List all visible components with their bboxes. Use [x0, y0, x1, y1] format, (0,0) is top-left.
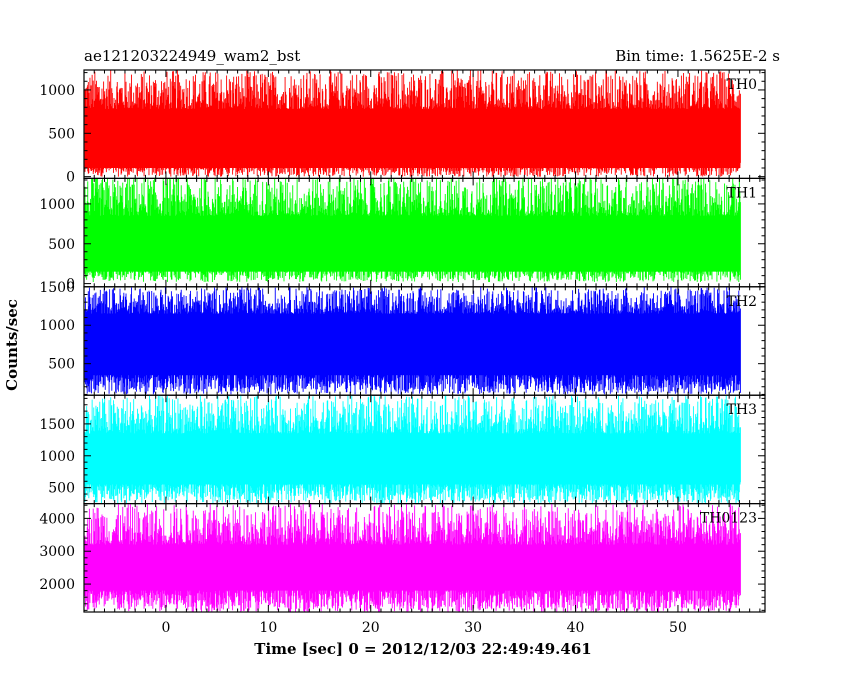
x-tick-label: 30: [464, 620, 482, 636]
y-tick-label: 0: [66, 170, 75, 186]
panel-th0: 0 500 1000 TH0: [39, 69, 766, 186]
x-tick-label: 50: [669, 620, 687, 636]
y-tick-label: 2000: [39, 577, 75, 593]
x-tick-label: 40: [567, 620, 585, 636]
panel-th3: 500 1000 1500 TH3: [39, 394, 766, 505]
y-tick-label: 1500: [39, 417, 75, 433]
panel-label-th0123: TH0123: [700, 511, 757, 527]
y-tick-label: 1000: [39, 197, 75, 213]
x-axis-label: Time [sec] 0 = 2012/12/03 22:49:49.461: [254, 640, 591, 658]
x-tick-label: 0: [161, 620, 170, 636]
y-tick-label: 1500: [39, 280, 75, 296]
count-rate-trace: [84, 70, 741, 177]
x-axis: 0 10 20 30 40 50: [161, 620, 686, 636]
light-curve-data: [84, 178, 741, 282]
y-tick-label: 500: [48, 481, 75, 497]
light-curve-data: [84, 70, 741, 177]
panel-label-th0: TH0: [727, 77, 757, 93]
panel-label-th1: TH1: [727, 185, 757, 201]
light-curve-data: [84, 395, 741, 504]
y-tick-label: 1000: [39, 449, 75, 465]
y-tick-label: 500: [48, 357, 75, 373]
count-rate-trace: [84, 503, 741, 612]
y-tick-label: 1000: [39, 318, 75, 334]
y-tick-label: 1000: [39, 83, 75, 99]
chart-title: ae121203224949_wam2_bst: [84, 47, 300, 65]
y-tick-label: 3000: [39, 544, 75, 560]
y-axis-label: Counts/sec: [3, 299, 21, 391]
panels-group: 0 500 1000 TH0 0 500 1000 TH1 500 1000 1500 TH2 500 1…: [39, 69, 766, 613]
panel-th2: 500 1000 1500 TH2: [39, 280, 766, 396]
panel-th0123: 2000 3000 4000 TH0123: [39, 503, 766, 613]
count-rate-trace: [84, 395, 741, 504]
panel-label-th2: TH2: [727, 294, 757, 310]
x-tick-label: 20: [362, 620, 380, 636]
light-curve-data: [84, 287, 741, 395]
y-tick-label: 0: [66, 277, 75, 293]
panel-label-th3: TH3: [727, 402, 757, 418]
light-curve-data: [84, 503, 741, 612]
y-tick-label: 4000: [39, 511, 75, 527]
y-tick-label: 500: [48, 237, 75, 253]
y-tick-label: 500: [48, 126, 75, 142]
count-rate-trace: [84, 178, 741, 282]
bin-time-label: Bin time: 1.5625E-2 s: [615, 47, 780, 65]
panel-th1: 0 500 1000 TH1: [39, 177, 766, 293]
count-rate-trace: [84, 287, 741, 395]
x-tick-label: 10: [259, 620, 277, 636]
